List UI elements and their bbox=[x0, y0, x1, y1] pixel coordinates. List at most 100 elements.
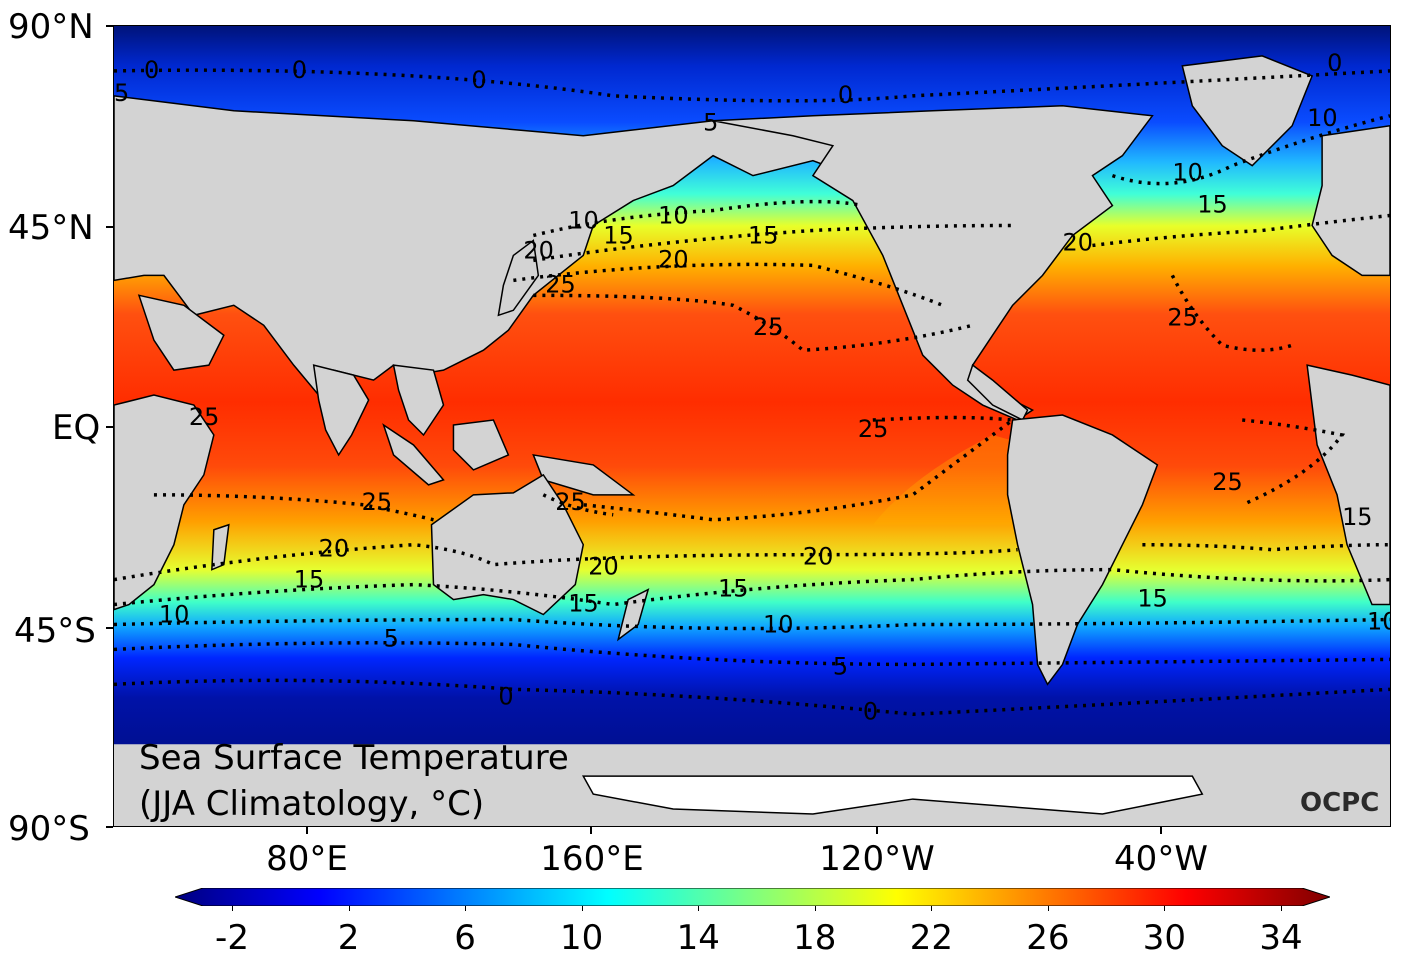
colorbar bbox=[175, 888, 1330, 906]
contour-label: 25 bbox=[1212, 468, 1242, 496]
lat-label-90n: 90°N bbox=[8, 7, 94, 47]
contour-label: 15 bbox=[718, 575, 748, 603]
colorbar-tick-label: 18 bbox=[793, 918, 837, 958]
colorbar-tick-label: 2 bbox=[337, 918, 360, 958]
contour-label: 20 bbox=[803, 543, 833, 571]
contour-label: 20 bbox=[1063, 228, 1093, 256]
contour-label: 10 bbox=[1307, 104, 1337, 132]
contour-label: 10 bbox=[568, 207, 598, 235]
isotherm-25-south-pac-west bbox=[542, 493, 614, 517]
new-zealand bbox=[616, 588, 650, 642]
colorbar-tick-label: 6 bbox=[454, 918, 476, 958]
contour-label: 20 bbox=[319, 535, 349, 563]
colorbar-tick bbox=[1164, 906, 1166, 911]
contour-label: 25 bbox=[362, 488, 392, 516]
antarctica bbox=[581, 775, 1204, 815]
contour-label: 5 bbox=[384, 624, 399, 652]
greenland bbox=[1181, 55, 1314, 167]
contour-labels: 0 0 0 0 0 0 0 5 5 5 5 10 10 10 10 10 10 … bbox=[114, 49, 1390, 725]
lon-label-160e: 160°E bbox=[540, 839, 644, 879]
isotherm-10-north bbox=[532, 199, 864, 238]
isotherm-15-south bbox=[114, 567, 1390, 607]
contour-label: 0 bbox=[292, 56, 307, 84]
lat-tick bbox=[106, 627, 113, 629]
contour-label: 5 bbox=[114, 79, 129, 107]
isotherm-0-north bbox=[114, 68, 1390, 103]
contour-label: 0 bbox=[1327, 49, 1342, 77]
contour-label: 15 bbox=[1342, 503, 1372, 531]
colorbar-tick bbox=[931, 906, 933, 911]
lat-label-45n: 45°N bbox=[8, 208, 94, 248]
contour-label: 25 bbox=[555, 488, 585, 516]
south-america bbox=[1006, 414, 1159, 686]
australia bbox=[430, 473, 585, 616]
india bbox=[312, 364, 370, 457]
colorbar-tick bbox=[1281, 906, 1282, 911]
isotherms bbox=[114, 68, 1390, 717]
contour-label: 25 bbox=[858, 415, 888, 443]
contour-label: 10 bbox=[159, 601, 189, 629]
isotherm-20-north-atl bbox=[1092, 213, 1390, 248]
ocpc-logo: OCPC bbox=[1300, 788, 1380, 818]
contour-label: 20 bbox=[588, 553, 618, 581]
europe bbox=[1311, 124, 1390, 277]
indochina bbox=[392, 364, 445, 437]
contour-label: 25 bbox=[753, 313, 783, 341]
contour-label: 0 bbox=[863, 697, 878, 725]
borneo bbox=[452, 419, 510, 471]
lon-label-80e: 80°E bbox=[266, 839, 348, 879]
lon-tick bbox=[876, 827, 878, 834]
contour-label: 15 bbox=[1137, 585, 1167, 613]
colorbar-tick-label: 14 bbox=[676, 918, 720, 958]
isotherm-20-south bbox=[114, 542, 1018, 582]
lon-tick bbox=[590, 827, 592, 834]
map-subtitle: (JJA Climatology, °C) bbox=[139, 784, 485, 824]
lat-label-90s: 90°S bbox=[8, 809, 90, 849]
lat-tick bbox=[106, 25, 113, 27]
isotherm-25-eq-pac bbox=[583, 415, 1018, 522]
contour-label: 25 bbox=[189, 403, 219, 431]
arabia bbox=[137, 294, 225, 371]
contour-label: 10 bbox=[763, 610, 793, 638]
lat-tick bbox=[106, 226, 113, 228]
contour-label: 5 bbox=[703, 109, 718, 137]
contour-label: 15 bbox=[603, 221, 633, 249]
colorbar-tick bbox=[1047, 906, 1049, 911]
contour-label: 10 bbox=[1367, 608, 1390, 636]
contour-label: 10 bbox=[1172, 159, 1202, 187]
lat-label-45s: 45°S bbox=[14, 611, 96, 651]
contour-label: 20 bbox=[658, 245, 688, 273]
contour-label: 15 bbox=[1197, 191, 1227, 219]
lon-label-40w: 40°W bbox=[1114, 839, 1208, 879]
colorbar-tick-label: 30 bbox=[1142, 918, 1187, 958]
contour-label: 15 bbox=[568, 590, 598, 618]
contour-label: 25 bbox=[545, 270, 575, 298]
sst-map: 0 0 0 0 0 0 0 5 5 5 5 10 10 10 10 10 10 … bbox=[113, 25, 1391, 827]
contour-label: 15 bbox=[748, 221, 778, 249]
lon-tick bbox=[1160, 827, 1162, 834]
contour-label: 25 bbox=[1167, 303, 1197, 331]
lat-tick bbox=[106, 826, 113, 828]
africa bbox=[114, 394, 215, 611]
isotherm-15-north-pac bbox=[533, 223, 1013, 263]
isotherm-25-south-atl bbox=[1241, 418, 1346, 507]
map-title: Sea Surface Temperature bbox=[139, 738, 569, 778]
isotherm-25-north-atl bbox=[1170, 274, 1293, 352]
colorbar-tick bbox=[698, 906, 700, 911]
colorbar-tick-label: -2 bbox=[215, 918, 249, 958]
madagascar bbox=[211, 523, 230, 571]
lat-label-eq: EQ bbox=[52, 408, 101, 448]
japan bbox=[497, 239, 540, 317]
contour-label: 5 bbox=[833, 652, 848, 680]
land-masses bbox=[114, 55, 1390, 686]
colorbar-tick bbox=[465, 906, 467, 911]
lat-tick bbox=[106, 426, 113, 428]
contour-label: 0 bbox=[471, 66, 486, 94]
colorbar-tick bbox=[232, 906, 233, 911]
contour-label: 15 bbox=[294, 566, 324, 594]
sst-map-graphic: 0 0 0 0 0 0 0 5 5 5 5 10 10 10 10 10 10 … bbox=[114, 26, 1390, 826]
lon-tick bbox=[306, 827, 308, 834]
contour-label: 20 bbox=[523, 236, 553, 264]
contour-label: 0 bbox=[838, 81, 853, 109]
colorbar-fill bbox=[175, 888, 1330, 906]
